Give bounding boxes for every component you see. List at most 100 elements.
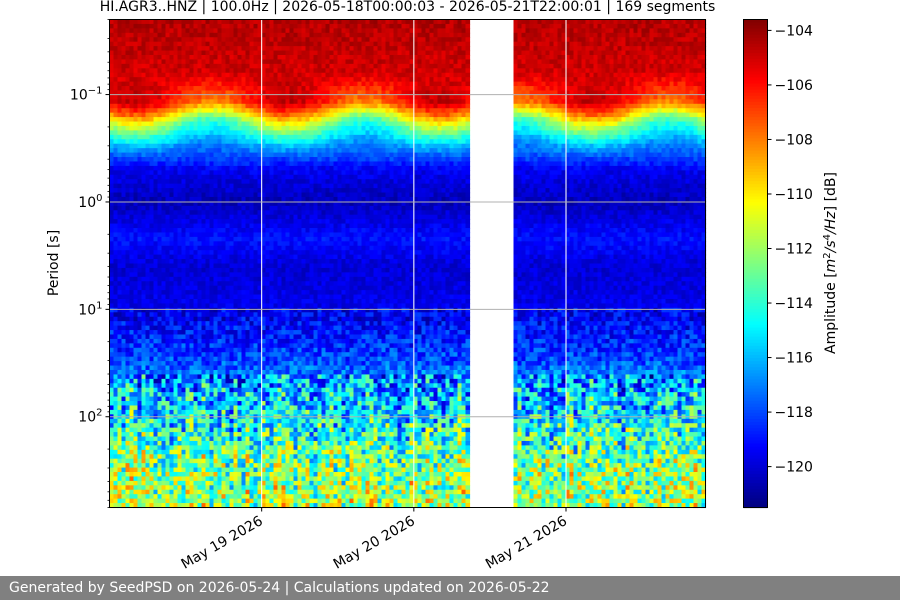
heatmap-cell — [185, 312, 191, 318]
heatmap-cell — [201, 285, 207, 291]
heatmap-cell — [129, 19, 135, 25]
heatmap-cell — [133, 228, 139, 234]
heatmap-cell — [137, 219, 143, 225]
heatmap-cell — [277, 436, 283, 442]
heatmap-cell — [161, 205, 167, 211]
heatmap-cell — [189, 90, 195, 96]
heatmap-cell — [197, 374, 203, 380]
heatmap-cell — [165, 480, 171, 486]
heatmap-cell — [157, 330, 163, 336]
heatmap-cell — [109, 503, 115, 509]
heatmap-cell — [109, 432, 115, 438]
heatmap-cell — [285, 445, 291, 451]
heatmap-cell — [221, 125, 227, 132]
heatmap-cell — [257, 250, 263, 256]
heatmap-cell — [201, 405, 207, 411]
heatmap-cell — [193, 90, 199, 96]
heatmap-cell — [181, 294, 187, 300]
heatmap-cell — [249, 418, 255, 424]
heatmap-cell — [161, 236, 167, 242]
heatmap-cell — [265, 165, 271, 171]
heatmap-cell — [193, 86, 199, 92]
heatmap-cell — [117, 19, 123, 25]
heatmap-cell — [181, 205, 187, 211]
heatmap-cell — [241, 321, 247, 327]
heatmap-cell — [173, 387, 179, 393]
heatmap-cell — [189, 325, 195, 331]
heatmap-cell — [193, 458, 199, 464]
heatmap-cell — [241, 139, 247, 145]
heatmap-cell — [161, 125, 167, 132]
heatmap-cell — [217, 347, 223, 353]
heatmap-cell — [165, 298, 171, 305]
heatmap-cell — [249, 143, 255, 149]
heatmap-cell — [109, 290, 115, 296]
heatmap-cell — [241, 383, 247, 389]
heatmap-cell — [137, 307, 143, 313]
heatmap-cell — [229, 130, 235, 136]
heatmap-cell — [209, 267, 215, 273]
heatmap-cell — [225, 396, 231, 402]
heatmap-cell — [285, 316, 291, 322]
heatmap-cell — [197, 330, 203, 336]
heatmap-cell — [209, 72, 215, 78]
heatmap-cell — [233, 365, 239, 371]
heatmap-cell — [113, 259, 119, 265]
heatmap-cell — [253, 472, 259, 478]
heatmap-cell — [117, 392, 123, 398]
heatmap-cell — [133, 401, 139, 407]
heatmap-cell — [241, 463, 247, 469]
heatmap-cell — [113, 236, 119, 242]
heatmap-cell — [261, 267, 267, 273]
heatmap-cell — [149, 179, 155, 185]
heatmap-cell — [277, 476, 283, 482]
heatmap-cell — [209, 312, 215, 318]
heatmap-cell — [157, 285, 163, 291]
heatmap-cell — [269, 214, 275, 220]
heatmap-cell — [217, 303, 223, 309]
heatmap-cell — [109, 205, 115, 211]
heatmap-cell — [265, 418, 271, 424]
heatmap-cell — [129, 59, 135, 65]
heatmap-cell — [173, 117, 179, 123]
heatmap-cell — [237, 338, 243, 344]
heatmap-cell — [249, 383, 255, 389]
heatmap-cell — [217, 494, 223, 500]
heatmap-cell — [157, 325, 163, 331]
heatmap-cell — [113, 316, 119, 322]
heatmap-cell — [177, 449, 183, 455]
heatmap-cell — [249, 427, 255, 433]
heatmap-cell — [253, 396, 259, 402]
heatmap-cell — [233, 405, 239, 411]
heatmap-cell — [117, 334, 123, 340]
heatmap-cell — [193, 383, 199, 389]
heatmap-cell — [273, 472, 279, 478]
heatmap-cell — [257, 23, 263, 29]
heatmap-cell — [181, 480, 187, 486]
heatmap-cell — [225, 81, 231, 87]
heatmap-cell — [125, 72, 131, 78]
heatmap-cell — [145, 32, 151, 38]
heatmap-cell — [261, 325, 267, 331]
heatmap-cell — [185, 472, 191, 478]
heatmap-cell — [109, 50, 115, 56]
heatmap-cell — [157, 196, 163, 202]
heatmap-cell — [285, 312, 291, 318]
heatmap-cell — [261, 54, 267, 61]
heatmap-cell — [285, 205, 291, 211]
heatmap-cell — [249, 72, 255, 78]
heatmap-cell — [117, 449, 123, 455]
heatmap-cell — [285, 405, 291, 411]
heatmap-cell — [125, 298, 131, 305]
heatmap-cell — [169, 369, 175, 376]
heatmap-cell — [197, 201, 203, 207]
heatmap-cell — [221, 440, 227, 446]
heatmap-cell — [241, 236, 247, 242]
heatmap-cell — [145, 303, 151, 309]
heatmap-cell — [181, 334, 187, 340]
heatmap-cell — [109, 179, 115, 185]
heatmap-cell — [273, 112, 279, 118]
heatmap-cell — [261, 68, 267, 74]
heatmap-cell — [149, 272, 155, 278]
heatmap-cell — [145, 365, 151, 371]
